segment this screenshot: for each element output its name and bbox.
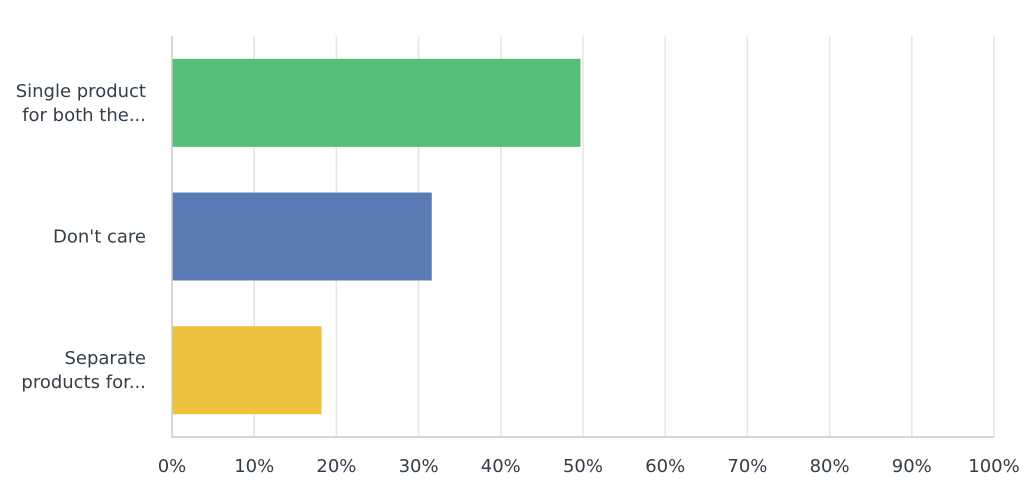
bar[interactable] — [172, 326, 322, 415]
bar[interactable] — [172, 192, 432, 281]
x-tick-label: 0% — [158, 456, 187, 477]
x-tick-label: 100% — [968, 456, 1019, 477]
category-label: Separate products for... — [21, 348, 146, 393]
x-tick-label: 50% — [563, 456, 603, 477]
x-tick-label: 80% — [810, 456, 850, 477]
category-labels: Single product for both the... Don't care S… — [16, 81, 146, 393]
x-tick-label: 90% — [892, 456, 932, 477]
x-tick-label: 10% — [234, 456, 274, 477]
bars — [172, 58, 581, 415]
x-tick-label: 20% — [316, 456, 356, 477]
x-tick-label: 40% — [481, 456, 521, 477]
x-tick-labels: 0% 10% 20% 30% 40% 50% 60% 70% 80% 90% 100% — [158, 456, 1020, 477]
axes — [171, 36, 994, 438]
x-tick-label: 30% — [399, 456, 439, 477]
x-tick-label: 70% — [727, 456, 767, 477]
category-label: Don't care — [53, 227, 146, 248]
bar[interactable] — [172, 58, 581, 147]
category-label: Single product for both the... — [16, 81, 146, 126]
x-tick-label: 60% — [645, 456, 685, 477]
